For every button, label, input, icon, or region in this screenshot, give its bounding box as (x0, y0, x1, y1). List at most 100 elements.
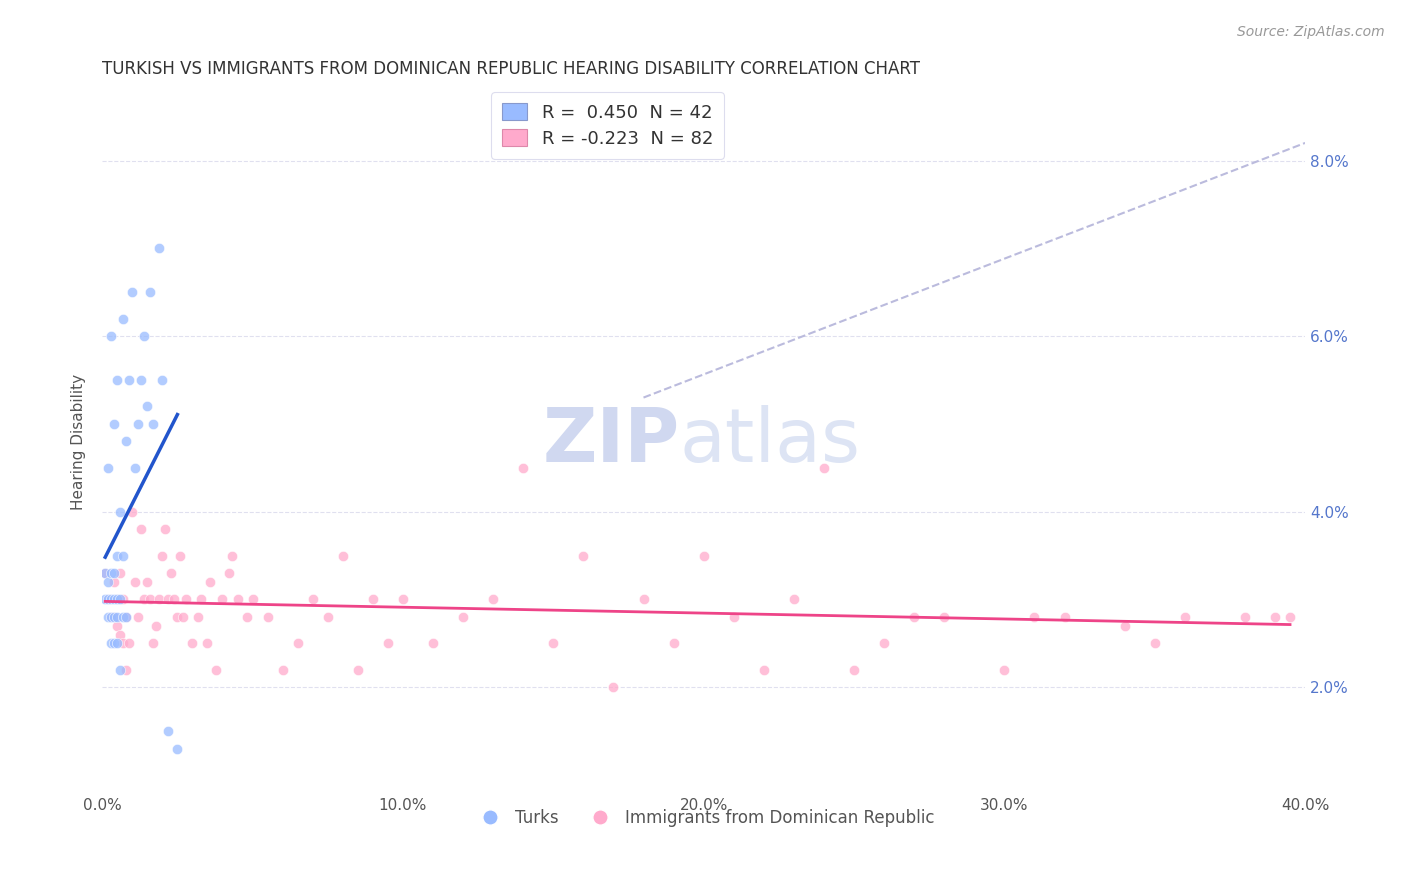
Point (124, 574, 146, 589)
Point (602, 681, 624, 695)
Point (121, 285, 143, 300)
Point (1053, 610, 1076, 624)
Point (103, 610, 125, 624)
Point (166, 741, 188, 756)
Point (752, 663, 775, 677)
Point (97, 592, 120, 607)
Point (332, 549, 354, 563)
Point (163, 592, 186, 607)
Point (142, 636, 165, 650)
Point (256, 610, 278, 624)
Point (97, 574, 120, 589)
Point (572, 549, 595, 563)
Legend: Turks, Immigrants from Dominican Republic: Turks, Immigrants from Dominican Republi… (467, 802, 941, 833)
Point (110, 663, 132, 677)
Point (187, 610, 209, 624)
Point (112, 311, 135, 326)
Point (176, 592, 198, 607)
Point (482, 592, 505, 607)
Point (211, 592, 233, 607)
Point (813, 460, 835, 475)
Y-axis label: Hearing Disability: Hearing Disability (72, 374, 86, 509)
Point (451, 610, 474, 624)
Point (100, 566, 122, 581)
Point (139, 592, 162, 607)
Text: ZIP: ZIP (543, 405, 679, 478)
Point (392, 592, 415, 607)
Text: TURKISH VS IMMIGRANTS FROM DOMINICAN REPUBLIC HEARING DISABILITY CORRELATION CHA: TURKISH VS IMMIGRANTS FROM DOMINICAN REP… (103, 60, 920, 78)
Point (112, 610, 135, 624)
Point (242, 592, 264, 607)
Point (148, 241, 170, 255)
Point (118, 636, 141, 650)
Point (301, 592, 323, 607)
Point (346, 663, 368, 677)
Point (1143, 636, 1166, 650)
Point (97, 460, 120, 475)
Text: atlas: atlas (679, 405, 860, 478)
Point (97, 592, 120, 607)
Point (124, 460, 146, 475)
Point (112, 592, 135, 607)
Point (157, 592, 180, 607)
Point (105, 549, 128, 563)
Point (1264, 610, 1286, 624)
Point (903, 610, 925, 624)
Point (100, 636, 122, 650)
Point (112, 549, 135, 563)
Point (131, 522, 153, 536)
Point (94, 592, 117, 607)
Point (160, 566, 183, 581)
Point (873, 636, 896, 650)
Point (136, 400, 159, 414)
Point (127, 610, 149, 624)
Point (1279, 610, 1302, 624)
Point (692, 549, 714, 563)
Point (105, 610, 128, 624)
Point (103, 592, 125, 607)
Point (197, 636, 219, 650)
Point (316, 610, 339, 624)
Point (136, 574, 159, 589)
Point (226, 592, 249, 607)
Point (115, 610, 138, 624)
Point (1233, 610, 1256, 624)
Point (145, 619, 167, 633)
Point (422, 636, 444, 650)
Point (110, 627, 132, 641)
Point (271, 663, 294, 677)
Point (100, 592, 122, 607)
Point (115, 663, 138, 677)
Point (235, 610, 257, 624)
Point (103, 610, 125, 624)
Point (139, 285, 162, 300)
Point (783, 592, 806, 607)
Point (131, 373, 153, 387)
Point (150, 549, 173, 563)
Point (150, 373, 173, 387)
Point (105, 592, 128, 607)
Point (105, 592, 128, 607)
Point (157, 724, 180, 739)
Point (205, 663, 228, 677)
Point (155, 522, 177, 536)
Point (190, 592, 212, 607)
Point (115, 610, 138, 624)
Point (842, 663, 865, 677)
Point (169, 549, 191, 563)
Point (100, 329, 122, 343)
Point (377, 636, 399, 650)
Text: Source: ZipAtlas.com: Source: ZipAtlas.com (1237, 25, 1385, 39)
Point (361, 592, 384, 607)
Point (127, 417, 149, 431)
Point (993, 663, 1015, 677)
Point (221, 549, 243, 563)
Point (94, 566, 117, 581)
Point (110, 592, 132, 607)
Point (218, 566, 240, 581)
Point (512, 460, 534, 475)
Point (118, 373, 141, 387)
Point (94, 566, 117, 581)
Point (934, 610, 956, 624)
Point (134, 329, 156, 343)
